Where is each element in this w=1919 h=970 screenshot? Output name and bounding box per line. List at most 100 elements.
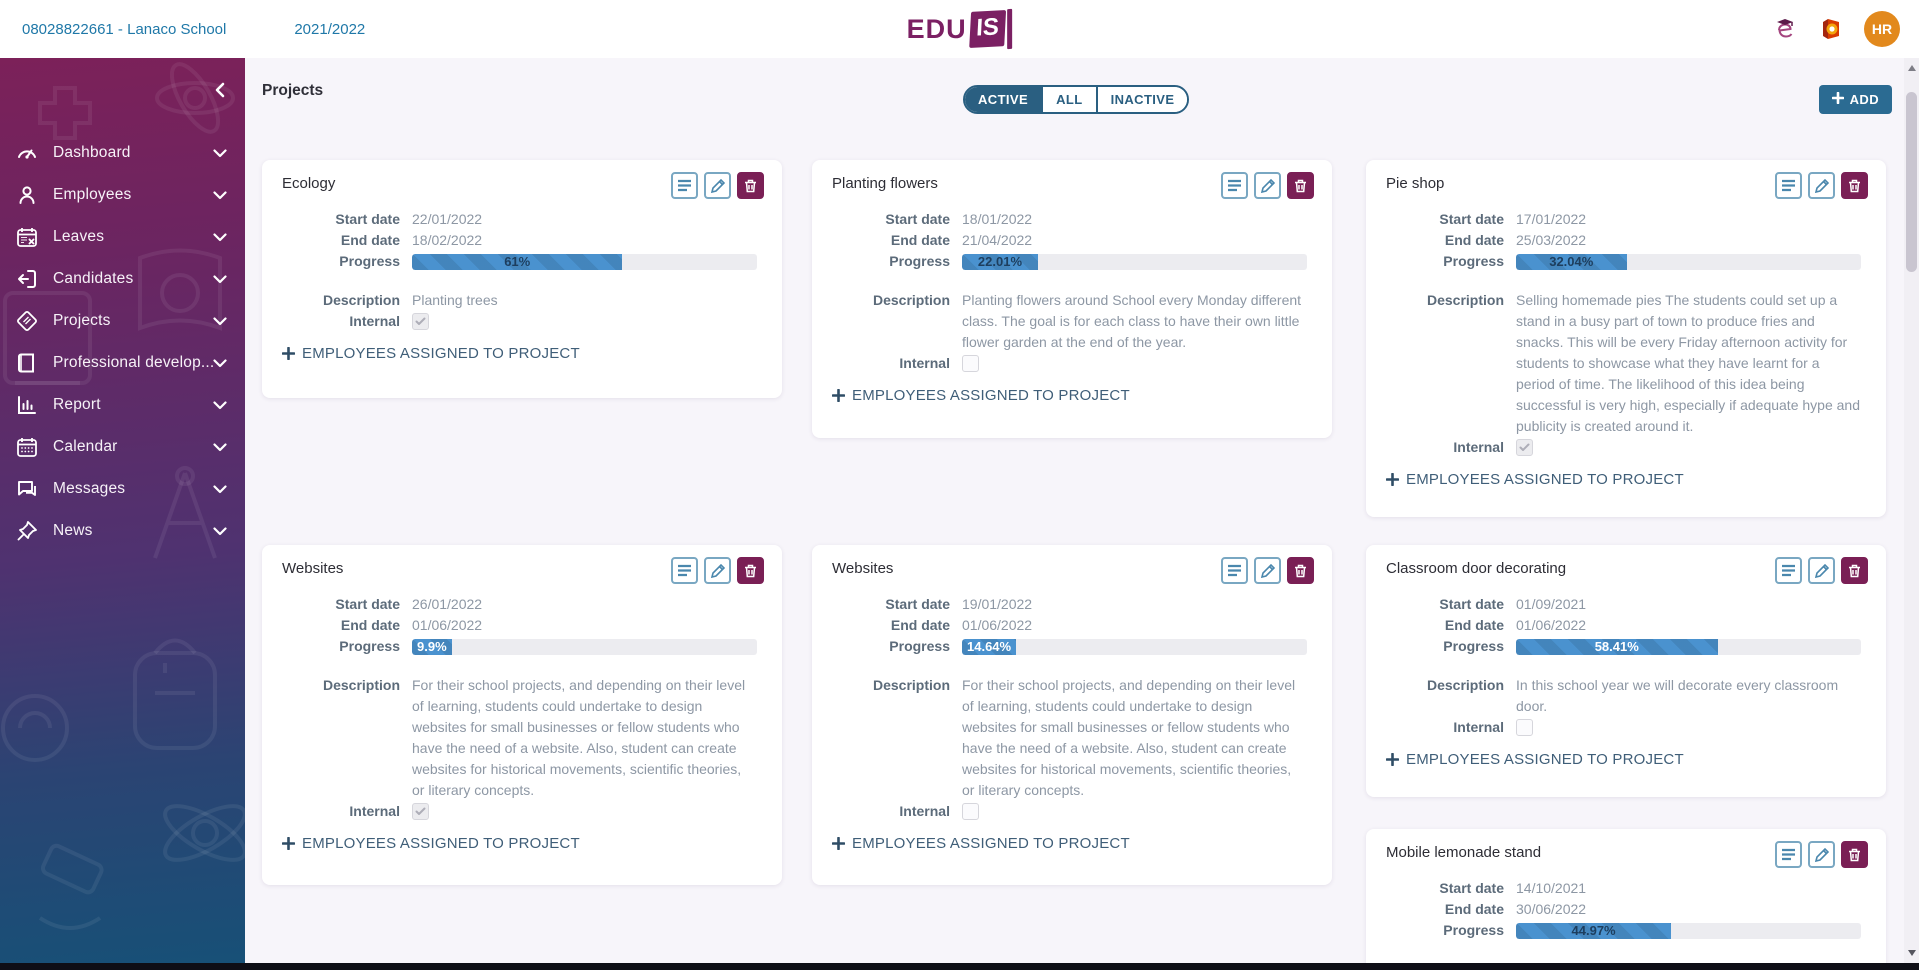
- progress-percent-value: 44.97%: [1571, 923, 1616, 938]
- description-label: Description: [322, 677, 400, 693]
- sidebar-collapse-button[interactable]: [209, 80, 229, 100]
- internal-label: Internal: [899, 355, 950, 371]
- employees-assigned-link[interactable]: EMPLOYEES ASSIGNED TO PROJECT: [1386, 751, 1886, 768]
- project-details-button[interactable]: [1775, 841, 1802, 868]
- project-card: Ecology Start date 22/01/2022 End date 18/…: [262, 160, 782, 398]
- edit-project-button[interactable]: [1808, 841, 1835, 868]
- employees-assigned-link[interactable]: EMPLOYEES ASSIGNED TO PROJECT: [282, 835, 782, 852]
- internal-checkbox[interactable]: [412, 803, 429, 820]
- sidebar-item-label: Report: [53, 396, 101, 413]
- progress-label: Progress: [1443, 253, 1504, 269]
- delete-project-button[interactable]: [1841, 172, 1868, 199]
- project-card: Mobile lemonade stand Start date 14/10/20…: [1366, 829, 1886, 963]
- projects-page: Projects ACTIVE ALL INACTIVE ADD Ecology…: [245, 58, 1919, 963]
- tab-all[interactable]: ALL: [1041, 87, 1096, 112]
- professional-development-icon: [14, 350, 40, 376]
- sidebar-item-leaves[interactable]: Leaves: [0, 216, 245, 258]
- delete-project-button[interactable]: [1841, 841, 1868, 868]
- delete-project-button[interactable]: [737, 557, 764, 584]
- school-year-link[interactable]: 2021/2022: [294, 20, 366, 38]
- tab-active[interactable]: ACTIVE: [965, 87, 1042, 112]
- progress-percent-value: 9.9%: [417, 639, 447, 654]
- employees-assigned-link[interactable]: EMPLOYEES ASSIGNED TO PROJECT: [832, 835, 1332, 852]
- add-project-button[interactable]: ADD: [1818, 85, 1892, 114]
- employees-assigned-link[interactable]: EMPLOYEES ASSIGNED TO PROJECT: [1386, 471, 1886, 488]
- start-date-label: Start date: [885, 596, 950, 612]
- internal-label: Internal: [1453, 719, 1504, 735]
- start-date-label: Start date: [335, 596, 400, 612]
- end-date-value: 18/02/2022: [412, 232, 483, 248]
- chevron-down-icon: [213, 148, 227, 158]
- sidebar-item-report[interactable]: Report: [0, 384, 245, 426]
- end-date-label: End date: [890, 617, 950, 633]
- internal-checkbox[interactable]: [1516, 719, 1533, 736]
- tab-inactive[interactable]: INACTIVE: [1095, 87, 1188, 112]
- chevron-down-icon: [213, 442, 227, 452]
- top-header: 08028822661 - Lanaco School 2021/2022 ED…: [0, 0, 1919, 58]
- chevron-down-icon: [213, 274, 227, 284]
- scroll-up-arrow[interactable]: [1904, 60, 1919, 76]
- chevron-down-icon: [213, 484, 227, 494]
- project-details-button[interactable]: [671, 557, 698, 584]
- edit-project-button[interactable]: [1254, 172, 1281, 199]
- edit-project-button[interactable]: [704, 557, 731, 584]
- end-date-label: End date: [1444, 617, 1504, 633]
- internal-checkbox[interactable]: [1516, 439, 1533, 456]
- sidebar-item-professional-develop[interactable]: Professional develop...: [0, 342, 245, 384]
- edit-project-button[interactable]: [704, 172, 731, 199]
- description-value: In this school year we will decorate eve…: [1516, 677, 1839, 714]
- edit-project-button[interactable]: [1254, 557, 1281, 584]
- office365-icon[interactable]: [1818, 16, 1844, 42]
- sidebar-item-dashboard[interactable]: Dashboard: [0, 132, 245, 174]
- school-link[interactable]: 08028822661 - Lanaco School: [22, 20, 227, 38]
- project-details-button[interactable]: [1775, 557, 1802, 584]
- sidebar-item-projects[interactable]: Projects: [0, 300, 245, 342]
- project-details-button[interactable]: [1221, 172, 1248, 199]
- delete-project-button[interactable]: [1287, 557, 1314, 584]
- progress-percent-value: 32.04%: [1549, 254, 1594, 269]
- sidebar-item-label: Leaves: [53, 228, 105, 245]
- scrollbar-thumb[interactable]: [1906, 92, 1917, 272]
- logo-is-box: IS: [968, 10, 1006, 48]
- edit-project-button[interactable]: [1808, 557, 1835, 584]
- sidebar-item-candidates[interactable]: Candidates: [0, 258, 245, 300]
- sidebar-item-messages[interactable]: Messages: [0, 468, 245, 510]
- start-date-value: 22/01/2022: [412, 211, 483, 227]
- start-date-value: 17/01/2022: [1516, 211, 1587, 227]
- elearning-icon[interactable]: [1772, 16, 1798, 42]
- sidebar-item-employees[interactable]: Employees: [0, 174, 245, 216]
- internal-checkbox[interactable]: [962, 803, 979, 820]
- plus-icon: [1386, 473, 1399, 486]
- end-date-label: End date: [890, 232, 950, 248]
- vertical-scrollbar[interactable]: [1904, 58, 1919, 963]
- employees-assigned-link[interactable]: EMPLOYEES ASSIGNED TO PROJECT: [282, 345, 782, 362]
- internal-checkbox[interactable]: [962, 355, 979, 372]
- delete-project-button[interactable]: [1287, 172, 1314, 199]
- progress-percent-value: 22.01%: [977, 254, 1022, 269]
- user-avatar[interactable]: HR: [1864, 11, 1900, 47]
- sidebar-item-news[interactable]: News: [0, 510, 245, 552]
- scroll-down-arrow[interactable]: [1904, 945, 1919, 961]
- progress-bar: 61%: [412, 253, 757, 270]
- end-date-value: 25/03/2022: [1516, 232, 1587, 248]
- employees-link-label: EMPLOYEES ASSIGNED TO PROJECT: [302, 345, 580, 362]
- sidebar-item-calendar[interactable]: Calendar: [0, 426, 245, 468]
- end-date-value: 01/06/2022: [962, 617, 1033, 633]
- progress-label: Progress: [1443, 922, 1504, 938]
- project-details-button[interactable]: [671, 172, 698, 199]
- employees-assigned-link[interactable]: EMPLOYEES ASSIGNED TO PROJECT: [832, 387, 1332, 404]
- progress-label: Progress: [339, 253, 400, 269]
- project-card: Pie shop Start date 17/01/2022 End date 25…: [1366, 160, 1886, 517]
- chevron-down-icon: [213, 190, 227, 200]
- edit-project-button[interactable]: [1808, 172, 1835, 199]
- delete-project-button[interactable]: [737, 172, 764, 199]
- delete-project-button[interactable]: [1841, 557, 1868, 584]
- internal-checkbox[interactable]: [412, 313, 429, 330]
- project-details-button[interactable]: [1775, 172, 1802, 199]
- end-date-label: End date: [340, 617, 400, 633]
- project-details-button[interactable]: [1221, 557, 1248, 584]
- plus-icon: [1831, 91, 1844, 107]
- description-value: For their school projects, and depending…: [412, 677, 746, 798]
- sidebar: Dashboard Employees Leaves Candidates Pr…: [0, 58, 245, 963]
- description-label: Description: [872, 292, 950, 308]
